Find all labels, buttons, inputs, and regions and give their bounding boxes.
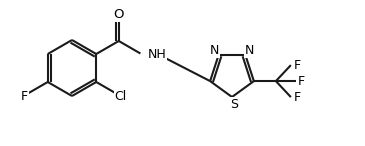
Text: F: F [293,91,300,104]
Text: O: O [114,8,124,21]
Text: F: F [21,89,28,102]
Text: Cl: Cl [114,89,126,102]
Text: N: N [245,44,254,57]
Text: S: S [230,98,238,111]
Text: N: N [210,44,219,57]
Text: F: F [293,59,300,72]
Text: NH: NH [147,48,166,61]
Text: F: F [297,75,304,88]
